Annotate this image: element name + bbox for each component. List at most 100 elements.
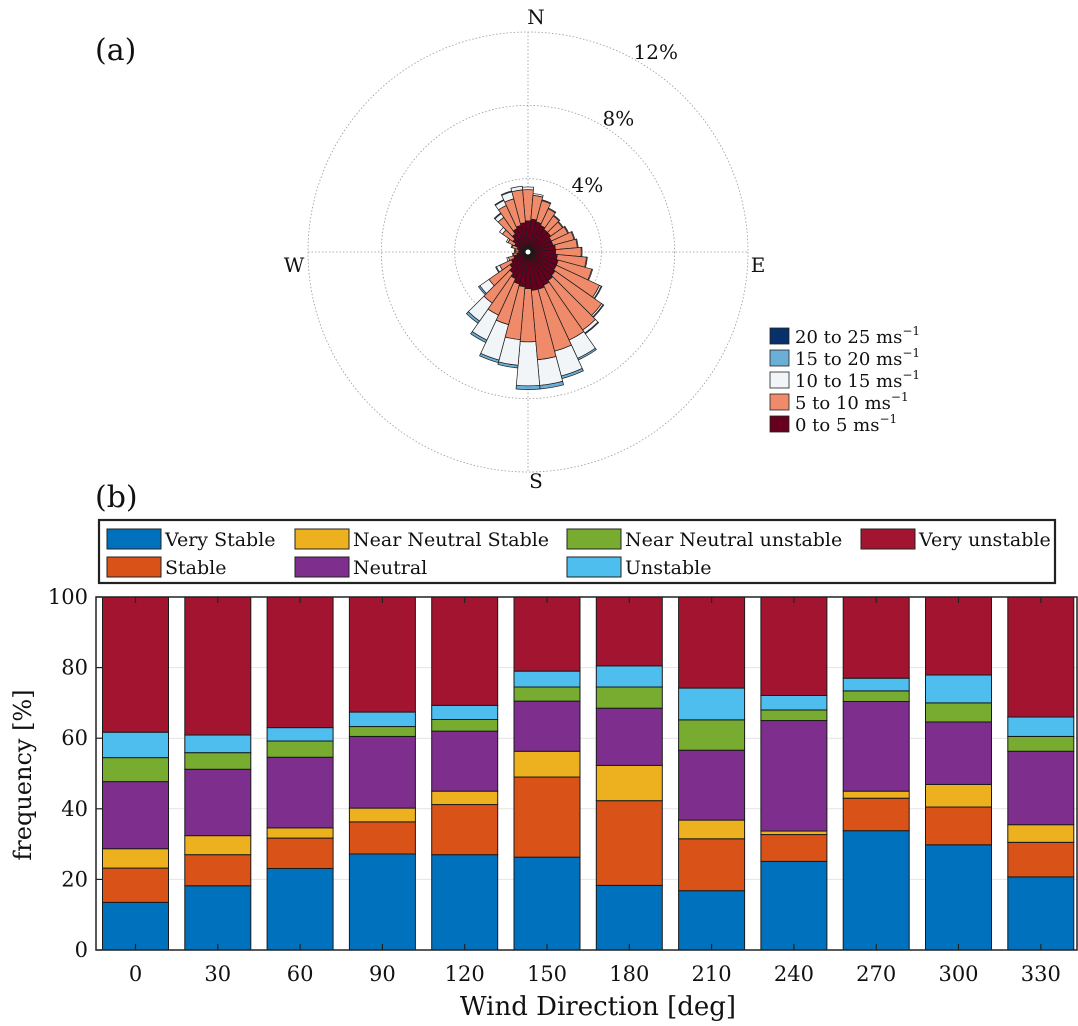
bar-segment (842, 596, 910, 679)
plot-frame (95, 596, 1078, 951)
x-tick-label: 120 (445, 962, 485, 986)
legend-entry: Near Neutral Stable (353, 529, 549, 551)
x-tick-label: 60 (287, 962, 314, 986)
compass-east-label: E (751, 253, 766, 277)
bar-segment (266, 596, 334, 729)
bar-segment (102, 867, 169, 903)
wind-rose-wedge (513, 251, 529, 259)
x-tick-label: 210 (692, 962, 732, 986)
bar-segment (760, 860, 828, 951)
bar-segment (1007, 716, 1075, 737)
bar-segment (842, 797, 910, 832)
bar-segment (760, 834, 828, 862)
legend-entry: Stable (165, 557, 226, 579)
bar-segment (266, 756, 334, 829)
wind-rose-chart: N E S W 4% 8% 12% 20 to 25 ms−115 to 20 ms… (284, 5, 920, 493)
legend-entry: 0 to 5 ms−1 (795, 412, 897, 436)
grid-ring (380, 104, 676, 400)
bar-segment (1007, 750, 1075, 826)
wind-rose-wedge (509, 251, 529, 269)
wind-rose-labels: N E S W 4% 8% 12% (284, 5, 766, 493)
legend-swatch (294, 556, 350, 578)
bar-segment (348, 821, 416, 855)
bar-segment (348, 726, 416, 737)
legend-entry: Near Neutral unstable (625, 529, 842, 551)
bar-segment (925, 844, 992, 951)
bar-segment (184, 752, 252, 770)
bar-segment (1007, 735, 1075, 752)
bar-segment (266, 867, 334, 951)
bar-segment (595, 596, 663, 667)
grid-ring (454, 178, 602, 326)
y-tick-label: 100 (48, 585, 88, 609)
bar-segment (513, 776, 581, 858)
bar-segment (431, 790, 499, 806)
bar-segment (102, 901, 169, 951)
panel-b-label: (b) (95, 480, 138, 515)
bar-segment (431, 718, 499, 732)
bar-chart-axes: 0 20 40 60 80 100 0 30 60 90 120 150 180 210 240 270 300… (48, 585, 1078, 986)
bar-segment (595, 707, 663, 766)
wind-rose-sectors (465, 185, 605, 390)
x-tick-label: 180 (609, 962, 649, 986)
bar-segment (184, 768, 252, 837)
bar-segment (678, 719, 746, 751)
legend-entry: 10 to 15 ms−1 (795, 368, 920, 392)
y-tick-label: 60 (61, 726, 88, 750)
radial-tick-label: 8% (603, 107, 635, 131)
x-tick-label: 30 (204, 962, 231, 986)
stability-legend: Very Stable Stable Near Neutral Stable Neut… (97, 518, 1057, 585)
wind-rose-wedge (516, 251, 529, 256)
bar-segment (513, 856, 581, 951)
legend-swatch (106, 556, 162, 578)
bar-segment (1007, 841, 1075, 878)
x-tick-label: 0 (129, 962, 142, 986)
bar-segment (266, 827, 334, 839)
bar-segment (431, 854, 499, 951)
bar-segment (102, 781, 169, 850)
bar-segment (842, 700, 910, 792)
bar-segment (513, 750, 581, 778)
wind-rose-wedge (524, 251, 532, 290)
y-tick-label: 0 (75, 938, 88, 962)
bar-segment (925, 596, 992, 676)
bar-segment (513, 596, 581, 672)
compass-south-label: S (529, 469, 543, 493)
bar-segment (842, 790, 910, 799)
x-tick-label: 270 (856, 962, 896, 986)
bar-segment (513, 670, 581, 688)
bar-segment (760, 830, 828, 836)
bar-segment (925, 806, 992, 846)
bar-segment (348, 807, 416, 823)
y-tick-label: 40 (61, 797, 88, 821)
wind-rose-wedge (509, 251, 529, 274)
bar-segment (760, 709, 828, 722)
bar-segment (513, 686, 581, 702)
bar-segment (1007, 824, 1075, 843)
bar-segment (595, 884, 663, 951)
bar-segment (431, 804, 499, 856)
bar-segment (431, 704, 499, 720)
bar-segment (184, 596, 252, 736)
x-tick-label: 90 (369, 962, 396, 986)
x-tick-label: 240 (774, 962, 814, 986)
bar-segment (678, 838, 746, 892)
legend-swatch (769, 371, 790, 389)
legend-entry: Neutral (353, 557, 427, 579)
wind-rose-wedge (510, 251, 529, 264)
bar-segment (842, 677, 910, 692)
bar-segment (102, 596, 169, 733)
bar-segment (348, 735, 416, 809)
bar-segment (595, 686, 663, 709)
bar-segment (184, 854, 252, 887)
grid-ring (307, 31, 749, 473)
bar-chart-bars (102, 596, 1075, 951)
bar-segment (842, 830, 910, 951)
legend-swatch (769, 327, 790, 345)
bar-segment (348, 596, 416, 713)
bar-segment (678, 749, 746, 821)
bar-segment (595, 800, 663, 886)
bar-segment (348, 853, 416, 951)
legend-entry: Very unstable (918, 529, 1051, 551)
